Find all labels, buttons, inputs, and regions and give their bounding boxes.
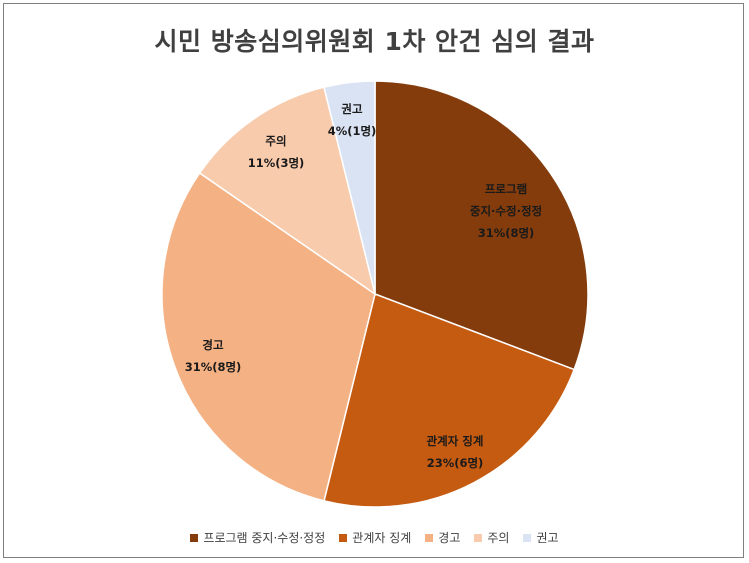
pie-slice [161,171,376,502]
legend-item: 권고 [523,529,559,546]
legend-item: 경고 [425,529,460,546]
pie-slice [198,86,377,296]
chart-title: 시민 방송심의위원회 1차 안건 심의 결과 [154,27,595,56]
pie-slice [374,80,589,371]
chart-legend: 프로그램 중지·수정·정정 관계자 징계 경고 주의 권고 [0,529,749,546]
legend-swatch [523,533,532,542]
pie-slice [323,292,576,508]
legend-swatch [339,533,348,542]
data-label: 권고 4%(1명) [328,102,377,138]
data-label: 관계자 징계 23%(6명) [427,434,484,470]
data-label: 프로그램 중지·수정·정정 31%(8명) [470,182,542,240]
data-label: 경고 31%(8명) [185,338,242,374]
legend-swatch [474,533,483,542]
legend-item: 주의 [474,529,509,546]
legend-swatch [425,533,434,542]
legend-label: 관계자 징계 [352,531,412,545]
legend-label: 프로그램 중지·수정·정정 [203,531,326,545]
legend-label: 경고 [438,531,461,545]
legend-item: 관계자 징계 [339,529,411,546]
pie-slice [323,80,376,295]
legend-label: 권고 [536,531,559,545]
legend-label: 주의 [487,531,510,545]
legend-item: 프로그램 중지·수정·정정 [190,529,325,546]
data-label: 주의 11%(3명) [248,134,305,170]
legend-swatch [190,533,199,542]
